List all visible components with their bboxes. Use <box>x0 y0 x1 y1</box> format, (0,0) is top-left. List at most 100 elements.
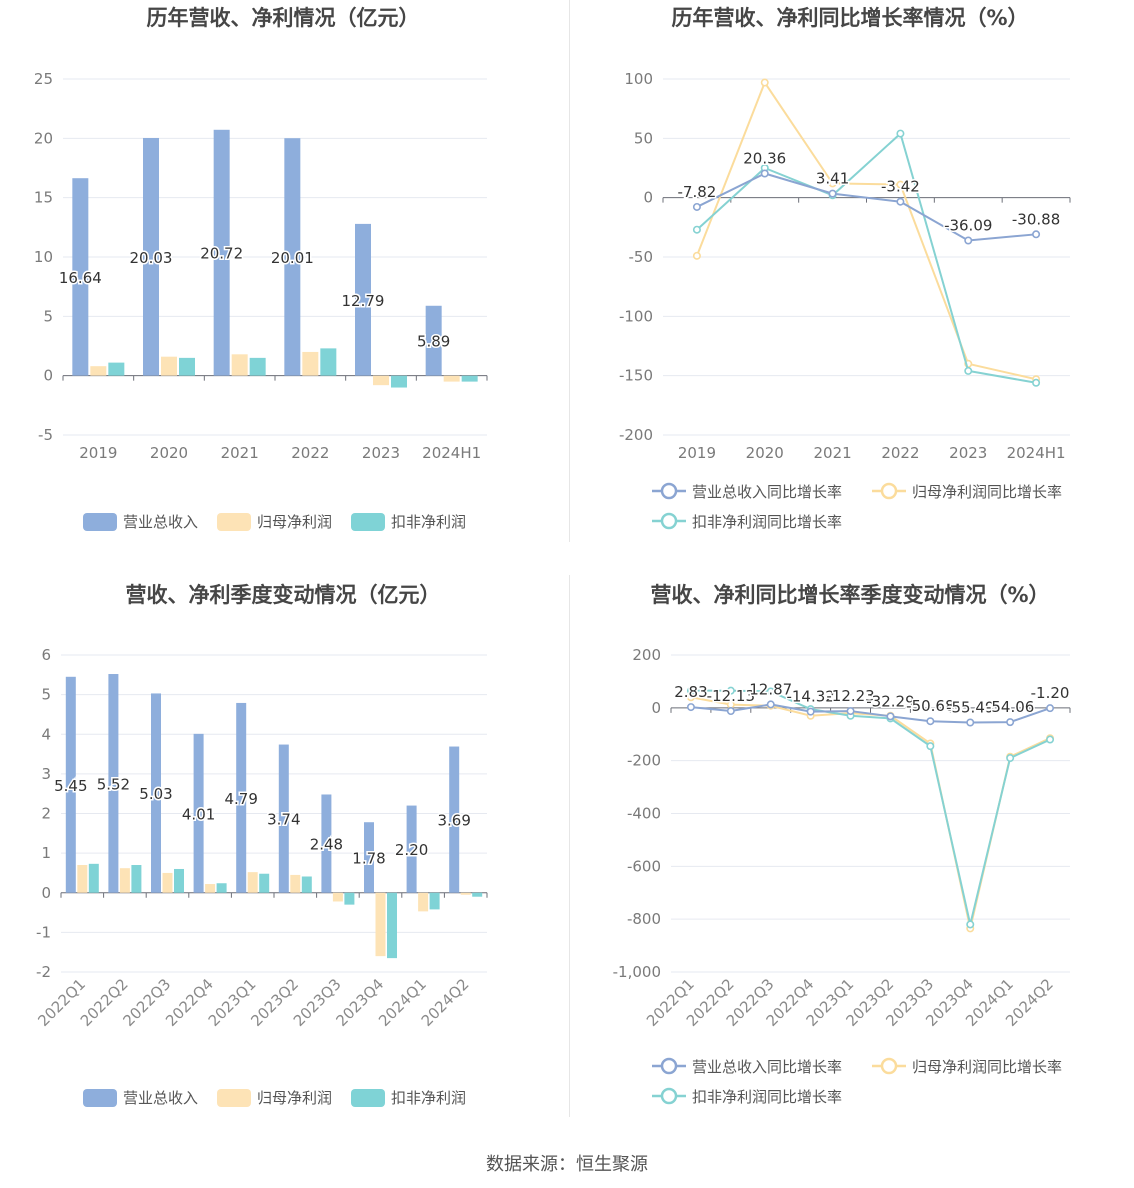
y-tick-label: 100 <box>624 70 653 88</box>
data-point <box>828 189 837 198</box>
legend-swatch <box>351 1089 385 1107</box>
y-tick-label: 50 <box>634 129 653 147</box>
bar <box>174 868 184 893</box>
bar <box>88 863 99 893</box>
legend-label: 扣非净利润同比增长率 <box>692 513 842 531</box>
bar <box>302 351 319 376</box>
legend-swatch <box>83 1089 117 1107</box>
data-point <box>896 129 905 138</box>
bar <box>65 676 76 893</box>
data-point <box>886 712 895 721</box>
divider-bottom <box>569 575 570 1117</box>
bar <box>249 357 266 376</box>
quarterly-growth-rate-chart: 营收、净利同比增长率季度变动情况（%） -1,000 -800 -600 -400 -20… <box>567 575 1134 1150</box>
data-label: -3.42 <box>881 178 920 196</box>
y-tick-label: 1 <box>41 844 51 862</box>
legend-label: 归母净利润同比增长率 <box>912 1058 1062 1076</box>
y-tick-label: 200 <box>632 646 661 664</box>
legend-marker <box>880 482 898 500</box>
data-label: 5.89 <box>417 333 450 351</box>
chart-title: 营收、净利同比增长率季度变动情况（%） <box>650 583 1049 607</box>
data-point <box>926 717 935 726</box>
bar <box>143 137 159 376</box>
data-point <box>692 202 701 211</box>
y-tick-label: 25 <box>34 70 53 88</box>
annual-revenue-profit-svg: 历年营收、净利情况（亿元） -5 0 5 10 15 20 25 2019 2020 2021 202… <box>34 6 488 531</box>
bar <box>375 892 386 957</box>
data-point <box>828 179 837 188</box>
y-tick-label: 5 <box>41 686 51 704</box>
y-tick-label: 5 <box>43 307 53 325</box>
data-point <box>926 742 935 751</box>
y-tick-label: -200 <box>619 426 653 444</box>
data-label: 5.52 <box>97 775 130 793</box>
bar <box>77 865 88 893</box>
bar <box>449 746 460 893</box>
series-line <box>690 703 1051 724</box>
x-tick-label: 2021 <box>813 444 851 462</box>
bar <box>429 892 440 910</box>
chart-title: 历年营收、净利情况（亿元） <box>147 6 420 30</box>
data-label: 2.48 <box>310 836 343 854</box>
bar <box>355 223 371 376</box>
data-label: 2.20 <box>395 841 428 859</box>
bar <box>179 357 195 376</box>
data-point <box>686 703 695 712</box>
y-tick-label: 0 <box>41 884 51 902</box>
data-label: 20.36 <box>743 150 786 168</box>
data-label: 20.01 <box>271 249 314 267</box>
data-point <box>760 78 769 87</box>
legend-marker <box>660 1087 678 1105</box>
data-point <box>686 686 695 695</box>
bar <box>151 693 161 893</box>
data-label: 3.69 <box>437 812 470 830</box>
bar <box>290 874 301 893</box>
bar <box>301 876 312 893</box>
bar <box>387 892 397 959</box>
legend-label: 营业总收入 <box>123 1089 198 1107</box>
y-tick-label: 4 <box>41 725 51 743</box>
data-label: 1.78 <box>352 849 385 867</box>
bar <box>460 892 471 895</box>
data-point <box>1032 378 1041 387</box>
data-label: -1.20 <box>1031 684 1070 702</box>
x-tick-label: 2022 <box>881 444 919 462</box>
data-label: 2.83 <box>674 683 707 701</box>
bar <box>259 873 270 893</box>
annual-revenue-profit-chart: 历年营收、净利情况（亿元） -5 0 5 10 15 20 25 2019 2020 2021 202… <box>0 0 567 575</box>
y-tick-label: 20 <box>34 129 53 147</box>
chart-title: 营收、净利季度变动情况（亿元） <box>126 583 441 607</box>
legend-label: 归母净利润同比增长率 <box>912 483 1062 501</box>
data-label: 12.87 <box>749 680 792 698</box>
x-tick-label: 2024H1 <box>1007 444 1066 462</box>
series-line <box>690 689 1051 925</box>
bar <box>231 354 248 376</box>
data-point <box>846 707 855 716</box>
data-label: -55.49 <box>946 698 994 716</box>
legend-label: 归母净利润 <box>257 1089 332 1107</box>
x-tick-label: 2024Q2 <box>418 975 473 1030</box>
data-label: 4.79 <box>224 790 257 808</box>
annual-growth-rate-svg: 历年营收、净利同比增长率情况（%） -200 -150 -100 -50 0 50 100 20… <box>619 6 1071 531</box>
data-label: 5.03 <box>139 785 172 803</box>
data-point <box>964 236 973 245</box>
data-point <box>896 197 905 206</box>
x-tick-label: 2020 <box>150 444 188 462</box>
y-tick-label: 15 <box>34 189 53 207</box>
legend-marker <box>660 1057 678 1075</box>
data-point <box>806 707 815 716</box>
data-label: -7.82 <box>678 183 717 201</box>
data-point <box>1006 754 1015 763</box>
data-point <box>766 700 775 709</box>
legend-marker <box>660 482 678 500</box>
data-label: -30.88 <box>1012 210 1060 228</box>
data-label: -12.23 <box>826 687 874 705</box>
y-tick-label: -1,000 <box>613 963 661 981</box>
data-label: -32.29 <box>866 692 914 710</box>
data-point <box>766 687 775 696</box>
y-tick-label: -50 <box>629 248 654 266</box>
y-tick-label: 0 <box>651 699 661 717</box>
x-tick-label: 2021 <box>221 444 259 462</box>
bar <box>205 884 216 893</box>
data-label: 3.41 <box>816 170 849 188</box>
